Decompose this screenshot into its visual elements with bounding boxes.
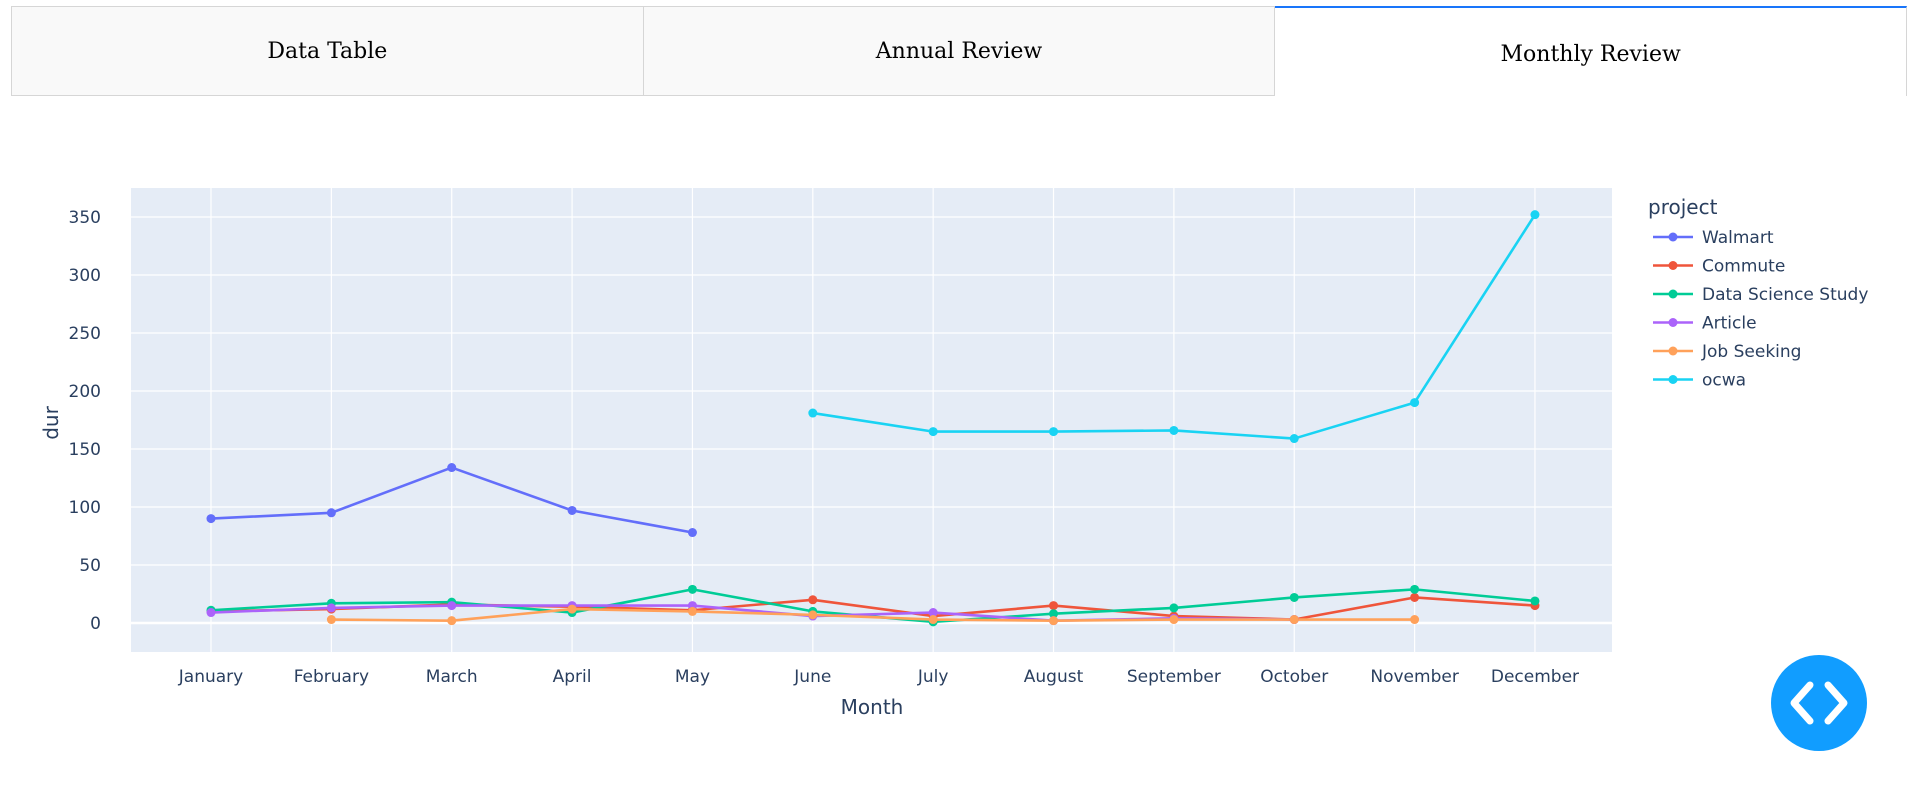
data-point[interactable] <box>688 585 697 594</box>
x-tick-label: January <box>178 667 243 687</box>
x-tick-label: July <box>917 667 949 687</box>
legend: Walmart Commute Data Science Study Article J… <box>1653 228 1868 391</box>
data-point[interactable] <box>688 528 697 537</box>
code-toggle-button[interactable] <box>1771 655 1867 751</box>
data-point[interactable] <box>1290 434 1299 443</box>
data-point[interactable] <box>447 601 456 610</box>
tab-annual-review[interactable]: Annual Review <box>644 6 1276 96</box>
legend-item[interactable]: ocwa <box>1653 371 1746 391</box>
y-tick-label: 200 <box>69 382 101 402</box>
legend-label: Article <box>1702 314 1757 334</box>
x-tick-label: December <box>1491 667 1579 687</box>
y-tick-label: 250 <box>69 324 101 344</box>
monthly-review-chart: 0 50 100 150 200 250 300 350 January February Mar… <box>0 140 1918 740</box>
y-tick-label: 100 <box>69 498 101 518</box>
tab-bar: Data Table Annual Review Monthly Review <box>11 6 1907 96</box>
data-point[interactable] <box>1530 210 1539 219</box>
data-point[interactable] <box>1169 615 1178 624</box>
legend-label: Walmart <box>1702 228 1774 248</box>
legend-label: Job Seeking <box>1701 342 1801 362</box>
data-point[interactable] <box>808 409 817 418</box>
data-point[interactable] <box>447 463 456 472</box>
x-tick-label: June <box>793 667 831 687</box>
x-tick-label: April <box>553 667 592 687</box>
data-point[interactable] <box>1410 593 1419 602</box>
data-point[interactable] <box>1049 601 1058 610</box>
data-point[interactable] <box>1530 596 1539 605</box>
data-point[interactable] <box>1290 615 1299 624</box>
data-point[interactable] <box>808 610 817 619</box>
x-axis-ticks: January February March April May June July Augu… <box>178 667 1579 687</box>
y-tick-label: 300 <box>69 266 101 286</box>
data-point[interactable] <box>1049 616 1058 625</box>
x-tick-label: May <box>675 667 710 687</box>
legend-item[interactable]: Walmart <box>1653 228 1774 248</box>
y-tick-label: 150 <box>69 440 101 460</box>
data-point[interactable] <box>1049 427 1058 436</box>
legend-item[interactable]: Data Science Study <box>1653 285 1868 305</box>
legend-label: Data Science Study <box>1702 285 1868 305</box>
y-tick-label: 0 <box>90 614 101 634</box>
data-point[interactable] <box>327 508 336 517</box>
legend-label: ocwa <box>1702 371 1746 391</box>
x-tick-label: February <box>294 667 369 687</box>
code-icon <box>1784 678 1854 728</box>
data-point[interactable] <box>688 607 697 616</box>
legend-marker <box>1669 261 1678 270</box>
legend-item[interactable]: Job Seeking <box>1653 342 1801 362</box>
legend-marker <box>1669 290 1678 299</box>
data-point[interactable] <box>808 595 817 604</box>
legend-label: Commute <box>1702 257 1785 277</box>
legend-title: project <box>1648 195 1718 219</box>
legend-item[interactable]: Commute <box>1653 257 1785 277</box>
data-point[interactable] <box>1169 603 1178 612</box>
x-tick-label: November <box>1370 667 1458 687</box>
legend-item[interactable]: Article <box>1653 314 1757 334</box>
legend-marker <box>1669 347 1678 356</box>
legend-marker <box>1669 233 1678 242</box>
data-point[interactable] <box>327 615 336 624</box>
y-tick-label: 350 <box>69 208 101 228</box>
data-point[interactable] <box>568 605 577 614</box>
data-point[interactable] <box>207 514 216 523</box>
x-tick-label: March <box>426 667 478 687</box>
x-tick-label: September <box>1127 667 1221 687</box>
data-point[interactable] <box>929 615 938 624</box>
plot-background <box>131 188 1612 652</box>
data-point[interactable] <box>1290 593 1299 602</box>
data-point[interactable] <box>1410 398 1419 407</box>
y-tick-label: 50 <box>79 556 101 576</box>
data-point[interactable] <box>929 427 938 436</box>
data-point[interactable] <box>568 506 577 515</box>
data-point[interactable] <box>1169 426 1178 435</box>
x-axis-title: Month <box>841 695 904 719</box>
data-point[interactable] <box>447 616 456 625</box>
x-tick-label: October <box>1260 667 1328 687</box>
x-tick-label: August <box>1024 667 1084 687</box>
legend-marker <box>1669 375 1678 384</box>
data-point[interactable] <box>1410 585 1419 594</box>
y-axis-ticks: 0 50 100 150 200 250 300 350 <box>69 208 101 634</box>
data-point[interactable] <box>327 603 336 612</box>
tab-data-table[interactable]: Data Table <box>11 6 644 96</box>
data-point[interactable] <box>207 608 216 617</box>
data-point[interactable] <box>1410 615 1419 624</box>
legend-marker <box>1669 318 1678 327</box>
y-axis-title: dur <box>39 405 63 439</box>
tab-monthly-review[interactable]: Monthly Review <box>1275 6 1907 96</box>
